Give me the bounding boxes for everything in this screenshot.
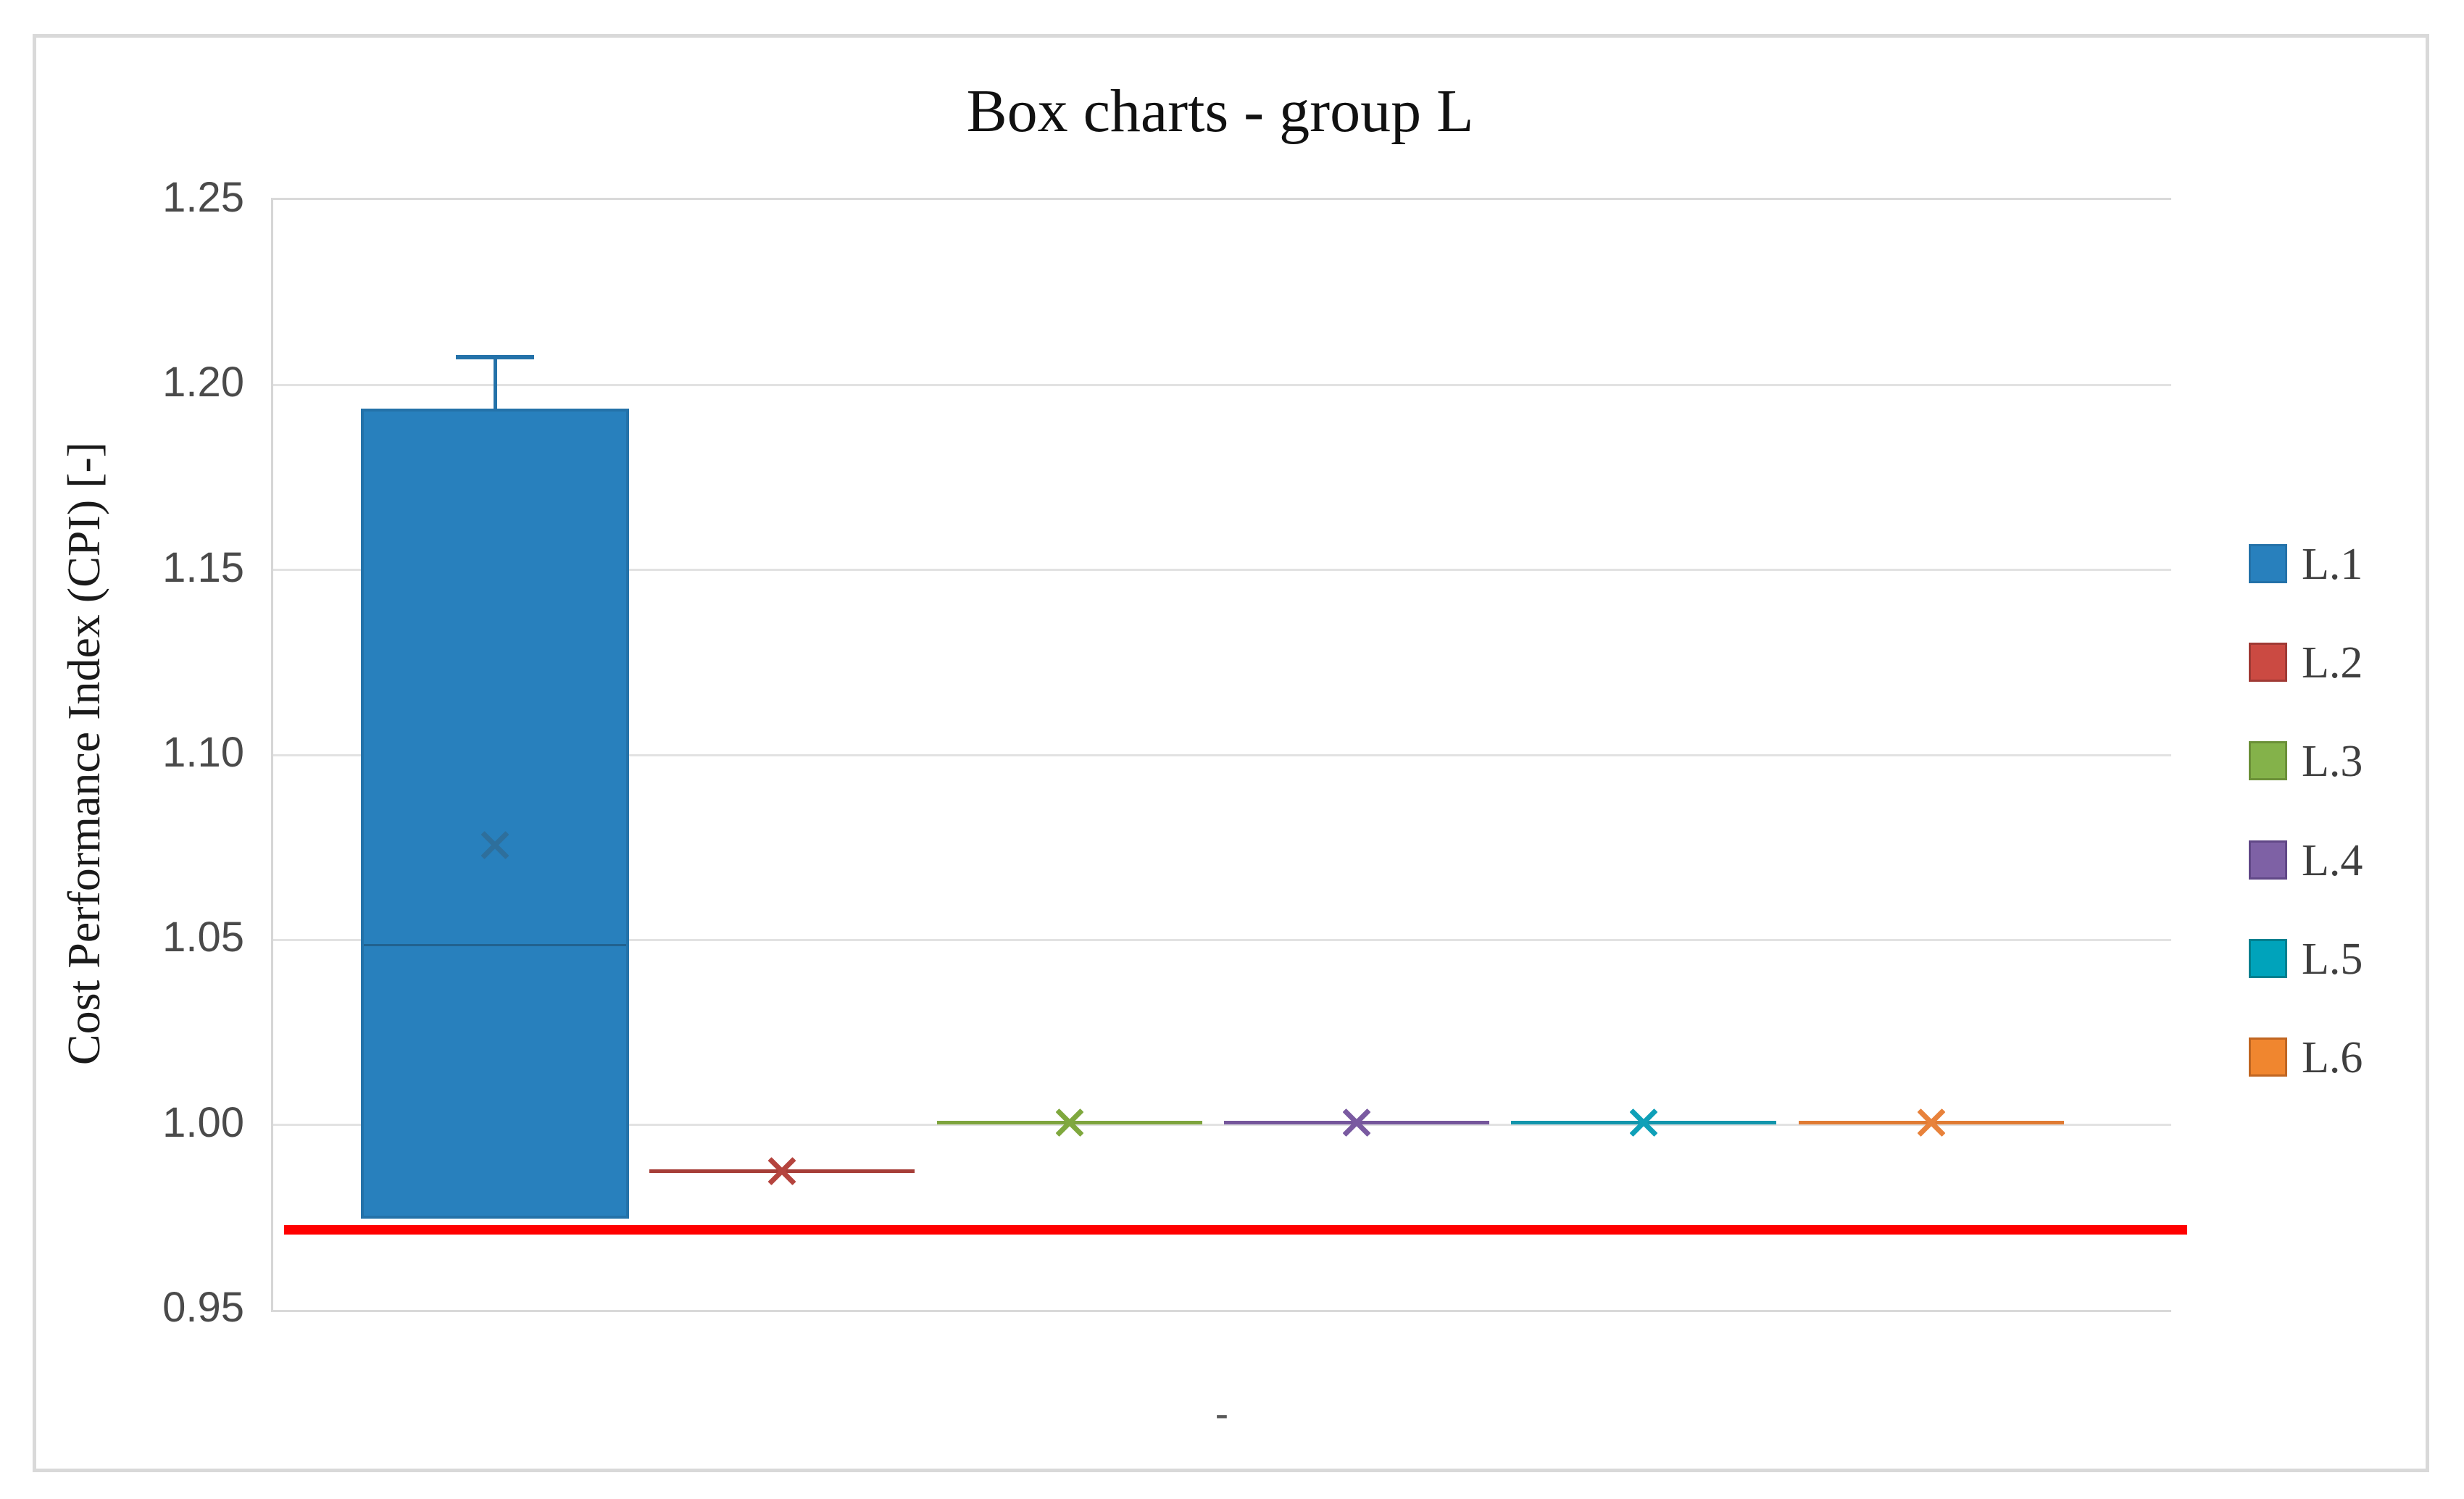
legend-swatch-L.6 [2249,1037,2287,1077]
legend-label-L.3: L.3 [2302,737,2363,787]
median-line-L.1[interactable] [364,944,626,947]
legend-label-L.6: L.6 [2302,1033,2363,1082]
whisker-cap-L.1[interactable] [456,354,534,359]
y-tick-label: 1.10 [162,729,244,776]
y-tick-label: 1.25 [162,174,244,221]
reference-line[interactable] [284,1225,2187,1235]
y-tick-label: 1.15 [162,543,244,591]
mean-marker-L.1[interactable] [478,828,512,863]
legend-item-L.1[interactable]: L.1 [2249,540,2423,589]
legend-label-L.5: L.5 [2302,934,2363,984]
whisker-line-L.1[interactable] [493,356,497,409]
chart-title[interactable]: Box charts - group L [966,78,1474,145]
legend-item-L.4[interactable]: L.4 [2249,835,2423,885]
mean-marker-L.2[interactable] [765,1153,799,1188]
legend-item-L.5[interactable]: L.5 [2249,934,2423,984]
gridline [273,569,2171,572]
y-tick-label: 1.05 [162,914,244,961]
y-tick-label: 0.95 [162,1284,244,1331]
gridline [273,1124,2171,1127]
gridline [273,753,2171,756]
legend-label-L.4: L.4 [2302,835,2363,885]
gridline [273,383,2171,386]
y-tick-label: 1.20 [162,359,244,406]
legend-item-L.3[interactable]: L.3 [2249,737,2423,787]
legend-swatch-L.1 [2249,544,2287,583]
mean-marker-L.5[interactable] [1626,1106,1661,1140]
gridline [273,938,2171,941]
y-tick-label: 1.00 [162,1098,244,1146]
mean-marker-L.3[interactable] [1052,1106,1087,1140]
legend-item-L.6[interactable]: L.6 [2249,1033,2423,1082]
x-axis-label: - [1215,1390,1229,1436]
legend-item-L.2[interactable]: L.2 [2249,638,2423,688]
legend-label-L.2: L.2 [2302,638,2363,688]
legend-label-L.1: L.1 [2302,540,2363,589]
legend-swatch-L.3 [2249,741,2287,781]
box-L.1[interactable] [361,409,629,1219]
mean-marker-L.6[interactable] [1914,1106,1949,1140]
legend-swatch-L.5 [2249,938,2287,978]
legend-swatch-L.2 [2249,643,2287,682]
legend-swatch-L.4 [2249,840,2287,880]
mean-marker-L.4[interactable] [1339,1106,1374,1140]
